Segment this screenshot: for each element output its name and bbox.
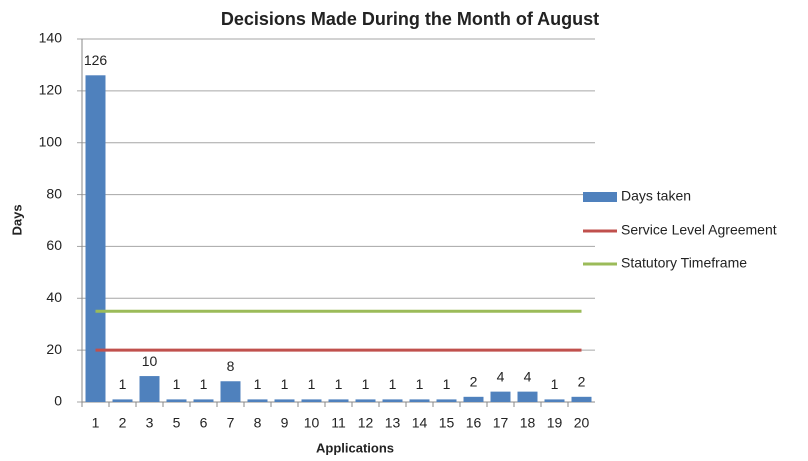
legend-swatch — [583, 192, 617, 202]
y-tick-label: 140 — [39, 30, 63, 46]
bar — [517, 391, 538, 402]
y-tick-label: 120 — [39, 82, 63, 98]
data-label: 1 — [200, 376, 208, 392]
data-label: 1 — [335, 376, 343, 392]
bar — [220, 381, 241, 402]
bar — [382, 399, 403, 402]
data-label: 1 — [119, 376, 127, 392]
x-tick-label: 13 — [385, 415, 401, 431]
data-label: 1 — [362, 376, 370, 392]
bar — [328, 399, 349, 402]
data-label: 1 — [389, 376, 397, 392]
bar — [301, 399, 322, 402]
data-label: 126 — [84, 52, 108, 68]
data-label: 2 — [578, 374, 586, 390]
data-label: 1 — [173, 376, 181, 392]
y-tick-label: 60 — [46, 237, 62, 253]
data-label: 1 — [308, 376, 316, 392]
x-tick-label: 18 — [520, 415, 536, 431]
x-axis-label: Applications — [316, 440, 394, 455]
bar — [247, 399, 268, 402]
x-tick-label: 6 — [200, 415, 208, 431]
x-tick-label: 12 — [358, 415, 374, 431]
y-tick-label: 0 — [54, 393, 62, 409]
x-tick-label: 15 — [439, 415, 455, 431]
data-label: 2 — [470, 374, 478, 390]
x-tick-label: 1 — [92, 415, 100, 431]
y-tick-label: 100 — [39, 133, 63, 149]
x-tick-label: 3 — [146, 415, 154, 431]
bar — [139, 376, 160, 402]
y-tick-label: 20 — [46, 341, 62, 357]
data-label: 1 — [416, 376, 424, 392]
x-tick-label: 10 — [304, 415, 320, 431]
y-axis-label: Days — [9, 204, 24, 235]
data-label: 8 — [227, 358, 235, 374]
data-label: 1 — [443, 376, 451, 392]
data-label: 1 — [281, 376, 289, 392]
data-label: 4 — [497, 368, 505, 384]
chart-title: Decisions Made During the Month of Augus… — [221, 9, 599, 29]
bar — [166, 399, 187, 402]
x-tick-label: 16 — [466, 415, 482, 431]
data-label: 4 — [524, 368, 532, 384]
bar — [85, 75, 106, 403]
bar — [409, 399, 430, 402]
bar — [490, 391, 511, 402]
x-tick-label: 14 — [412, 415, 428, 431]
x-tick-label: 7 — [227, 415, 235, 431]
x-tick-label: 17 — [493, 415, 509, 431]
bar — [355, 399, 376, 402]
x-tick-label: 5 — [173, 415, 181, 431]
y-tick-label: 80 — [46, 185, 62, 201]
legend-label: Days taken — [621, 188, 691, 204]
y-tick-label: 40 — [46, 289, 62, 305]
bar — [274, 399, 295, 402]
x-tick-label: 2 — [119, 415, 127, 431]
data-label: 1 — [551, 376, 559, 392]
x-tick-label: 11 — [331, 415, 346, 431]
data-label: 1 — [254, 376, 262, 392]
bar — [544, 399, 565, 402]
x-tick-label: 9 — [281, 415, 289, 431]
data-label: 10 — [142, 353, 158, 369]
x-tick-label: 20 — [574, 415, 590, 431]
bar — [571, 396, 592, 402]
x-tick-label: 19 — [547, 415, 563, 431]
bar — [463, 396, 484, 402]
bar — [436, 399, 457, 402]
legend-label: Service Level Agreement — [621, 222, 777, 238]
legend-label: Statutory Timeframe — [621, 255, 747, 271]
bar — [193, 399, 214, 402]
bar — [112, 399, 133, 402]
x-tick-label: 8 — [254, 415, 262, 431]
